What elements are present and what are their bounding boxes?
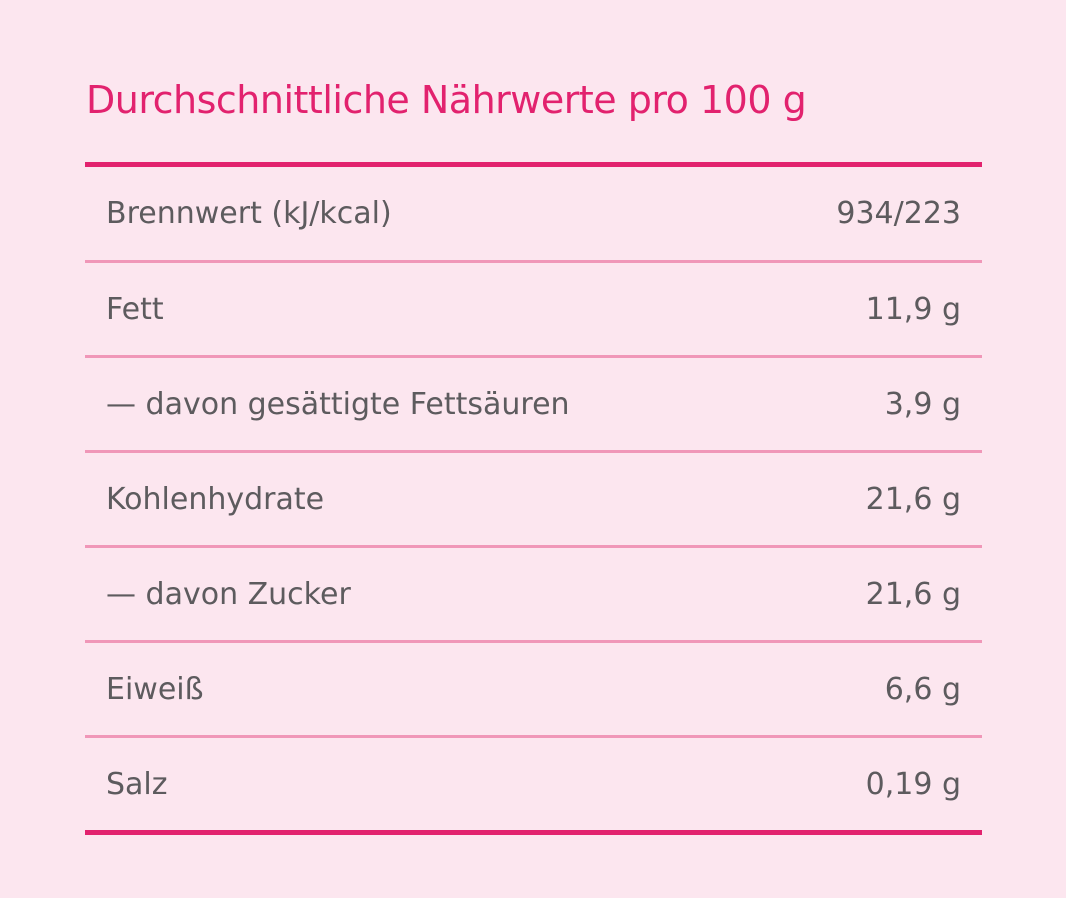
- nutrient: Brennwert (kJ/kcal): [106, 196, 392, 231]
- value: 934/223: [836, 196, 961, 231]
- nutrient: Kohlenhydrate: [106, 481, 325, 517]
- value: 11,9 g: [865, 291, 961, 327]
- table-row: Eiweiß 6,6 g: [85, 640, 982, 735]
- table-row: Kohlenhydrate 21,6 g: [85, 450, 982, 545]
- value: 0,19 g: [865, 766, 961, 802]
- value: 3,9 g: [884, 386, 961, 422]
- table-row: Fett 11,9 g: [85, 260, 982, 355]
- title: Durchschnittliche Nährwerte pro 100 g: [86, 78, 807, 122]
- nutrient: — davon Zucker: [106, 576, 351, 612]
- value: 21,6 g: [865, 481, 961, 517]
- table-row: Brennwert (kJ/kcal) 934/223: [85, 167, 982, 260]
- table-row: — davon Zucker 21,6 g: [85, 545, 982, 640]
- value: 21,6 g: [865, 576, 961, 612]
- table-row: Salz 0,19 g: [85, 735, 982, 830]
- nutrient: Eiweiß: [106, 671, 204, 707]
- nutrient: Fett: [106, 291, 164, 327]
- nutrition-table: Brennwert (kJ/kcal) 934/223 Fett 11,9 g — da…: [85, 162, 982, 835]
- table-row: — davon gesättigte Fettsäuren 3,9 g: [85, 355, 982, 450]
- nutrient: — davon gesättigte Fettsäuren: [106, 386, 570, 422]
- value: 6,6 g: [884, 671, 961, 707]
- nutrient: Salz: [106, 766, 168, 802]
